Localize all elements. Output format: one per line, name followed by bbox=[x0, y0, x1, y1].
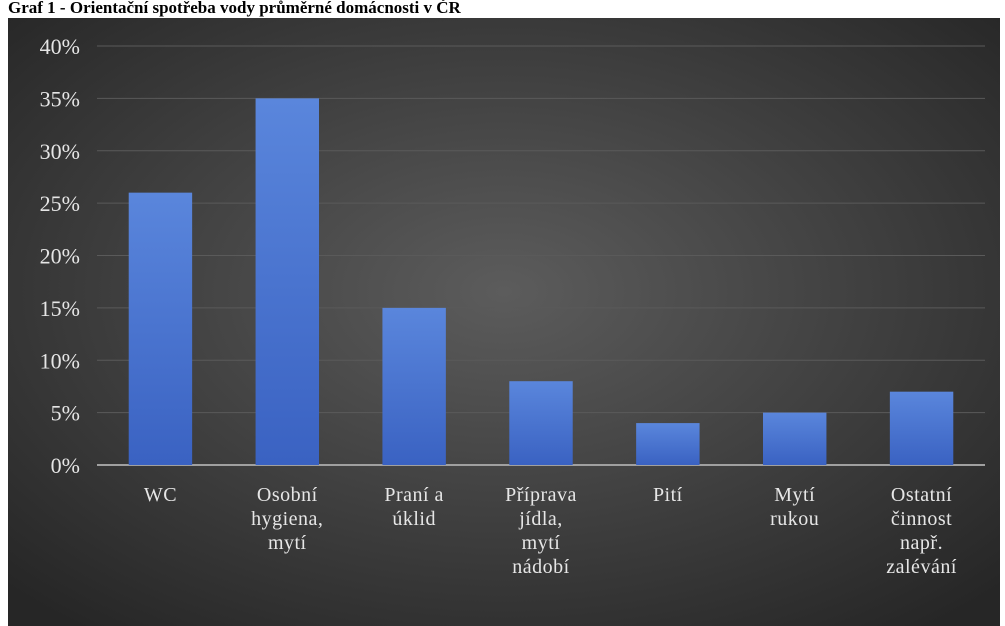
y-tick-label: 0% bbox=[51, 453, 80, 478]
y-tick-label: 5% bbox=[51, 401, 80, 426]
x-tick-label: Příprava jídla, mytí nádobí bbox=[505, 484, 577, 578]
x-tick-label: Mytí rukou bbox=[770, 484, 820, 530]
y-tick-label: 40% bbox=[40, 34, 80, 59]
bar bbox=[636, 423, 700, 465]
y-tick-label: 30% bbox=[40, 139, 80, 164]
y-tick-label: 25% bbox=[40, 191, 80, 216]
bar bbox=[128, 192, 193, 465]
y-tick-label: 20% bbox=[40, 244, 80, 269]
bar bbox=[382, 307, 446, 465]
y-tick-label: 10% bbox=[40, 348, 80, 373]
x-tick-label: Praní a úklid bbox=[384, 484, 444, 530]
x-tick-label: Ostatní činnost např. zalévání bbox=[886, 484, 957, 578]
x-tick-label: Osobní hygiena, mytí bbox=[251, 484, 324, 554]
x-tick-label: WC bbox=[143, 484, 178, 506]
chart-title: Graf 1 - Orientační spotřeba vody průměr… bbox=[8, 0, 462, 17]
bar bbox=[255, 98, 319, 465]
bar bbox=[763, 412, 827, 465]
y-tick-label: 15% bbox=[40, 296, 80, 321]
bar bbox=[889, 391, 954, 465]
y-tick-label: 35% bbox=[40, 86, 80, 111]
bar bbox=[509, 381, 573, 465]
x-tick-label: Pití bbox=[652, 484, 683, 506]
